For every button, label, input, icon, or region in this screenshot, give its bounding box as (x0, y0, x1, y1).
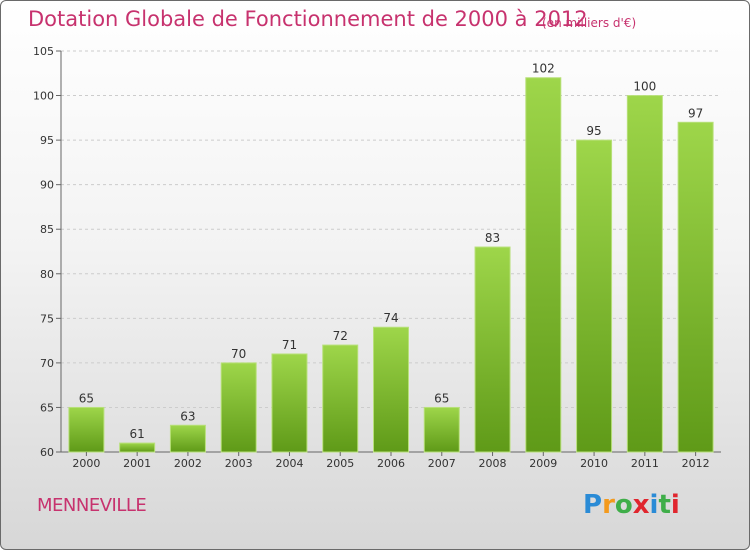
x-tick-label-2010: 2010 (580, 457, 608, 470)
chart-title: Dotation Globale de Fonctionnement de 20… (28, 7, 588, 31)
y-tick-label: 75 (40, 312, 54, 325)
bar-2003 (220, 362, 257, 453)
data-label-2000: 65 (79, 391, 94, 405)
bar-2000 (68, 406, 105, 453)
data-label-2012: 97 (688, 106, 703, 120)
y-tick-label: 60 (40, 446, 54, 459)
x-tick-label-2003: 2003 (225, 457, 253, 470)
x-tick-label-2000: 2000 (72, 457, 100, 470)
bar-2001 (119, 442, 156, 453)
x-tick-label-2001: 2001 (123, 457, 151, 470)
y-tick-label: 85 (40, 223, 54, 236)
data-label-2011: 100 (633, 80, 656, 94)
bar-2004 (271, 353, 308, 453)
data-label-2006: 74 (383, 311, 398, 325)
data-label-2004: 71 (282, 338, 297, 352)
bar-2008 (474, 246, 511, 453)
bar-2002 (169, 424, 206, 453)
x-tick-label-2007: 2007 (428, 457, 456, 470)
bar-2011 (626, 95, 663, 453)
x-tick-label-2011: 2011 (631, 457, 659, 470)
data-label-2008: 83 (485, 231, 500, 245)
unit-note: (en milliers d'€) (542, 16, 637, 30)
x-tick-label-2002: 2002 (174, 457, 202, 470)
bar-2010 (576, 139, 613, 453)
data-label-2007: 65 (434, 391, 449, 405)
y-tick-label: 65 (40, 401, 54, 414)
x-tick-label-2006: 2006 (377, 457, 405, 470)
bar-2006 (373, 326, 409, 453)
data-label-2009: 102 (532, 62, 555, 76)
data-label-2001: 61 (130, 427, 145, 441)
data-label-2002: 63 (180, 409, 195, 423)
town-name: MENNEVILLE (37, 495, 147, 516)
proxiti-logo: Proxiti (583, 490, 680, 520)
x-tick-label-2012: 2012 (682, 457, 710, 470)
data-label-2010: 95 (586, 124, 601, 138)
y-tick-label: 90 (40, 179, 54, 192)
x-tick-label-2005: 2005 (326, 457, 354, 470)
y-tick-label: 100 (33, 90, 54, 103)
x-tick-label-2009: 2009 (529, 457, 557, 470)
y-tick-label: 70 (40, 357, 54, 370)
y-tick-label: 95 (40, 134, 54, 147)
data-label-2003: 70 (231, 347, 246, 361)
x-tick-label-2004: 2004 (275, 457, 303, 470)
y-tick-label: 80 (40, 268, 54, 281)
data-label-2005: 72 (333, 329, 348, 343)
y-tick-label: 105 (33, 45, 54, 58)
x-tick-label-2008: 2008 (479, 457, 507, 470)
bar-2012 (677, 121, 714, 453)
bar-2005 (322, 344, 359, 453)
bar-2009 (525, 77, 562, 453)
bar-2007 (423, 406, 460, 453)
